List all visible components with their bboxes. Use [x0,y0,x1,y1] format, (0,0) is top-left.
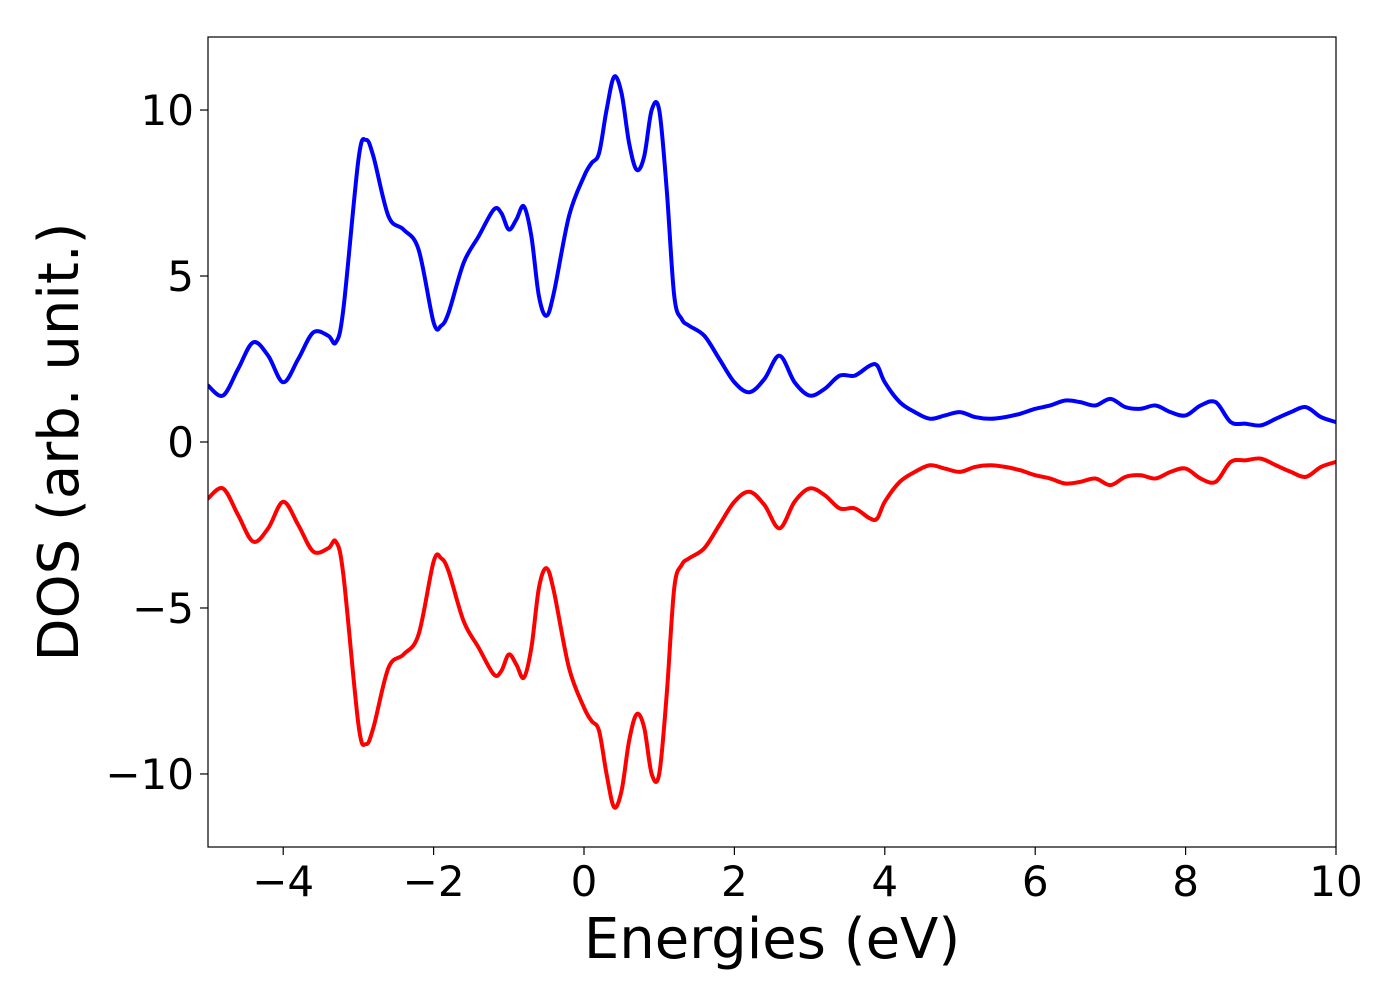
series-layer [208,74,1336,810]
y-tick-label: 5 [167,252,194,301]
series-line-2 [208,456,1336,810]
y-axis-label: DOS (arb. unit.) [27,222,92,661]
x-tick-label: 6 [1022,857,1049,906]
x-axis-label: Energies (eV) [584,907,960,972]
x-tick-label: −2 [403,857,465,906]
y-tick-label: 0 [167,418,194,467]
series-line-1 [208,74,1336,428]
y-axis-ticks: −10 −5 0 5 10 [105,86,208,799]
x-tick-label: 8 [1172,857,1199,906]
x-tick-label: 4 [871,857,898,906]
x-tick-label: 0 [571,857,598,906]
y-tick-label: −5 [132,584,194,633]
x-tick-label: 10 [1309,857,1362,906]
x-tick-label: −4 [252,857,314,906]
y-tick-label: −10 [105,750,194,799]
plot-frame [207,36,1337,848]
y-tick-label: 10 [141,86,194,135]
x-axis-ticks: −4 −2 0 2 4 6 8 10 [252,847,1363,906]
x-tick-label: 2 [721,857,748,906]
